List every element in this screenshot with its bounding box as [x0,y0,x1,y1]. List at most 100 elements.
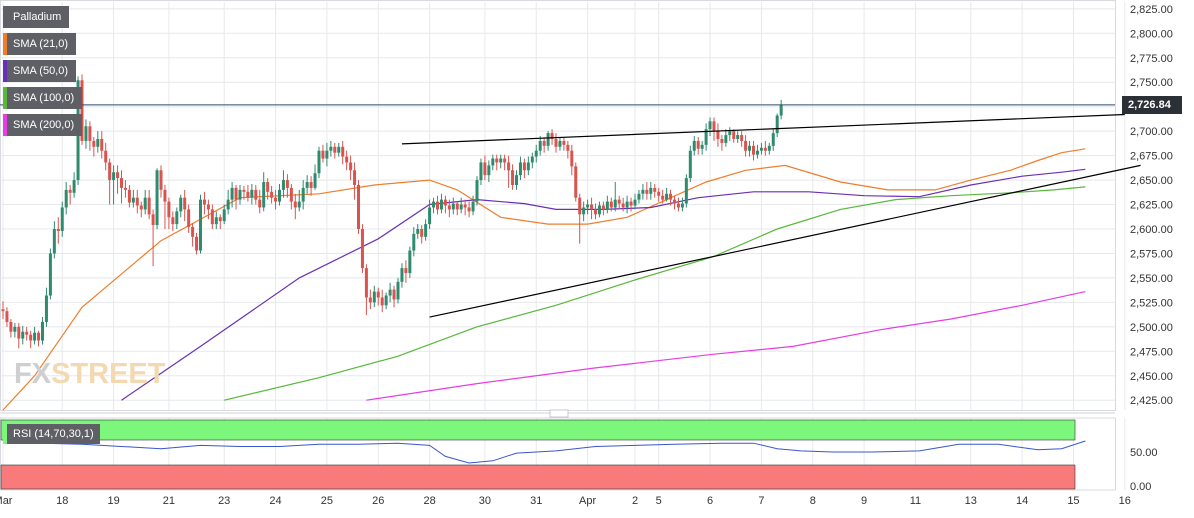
candle-body [108,162,112,181]
candle-body [554,138,558,147]
pane-resize-handle [549,409,569,418]
candle-body [759,147,763,151]
candle-body [163,189,167,202]
candle-body [68,189,72,193]
candle-body [744,140,748,151]
x-tick-label: 9 [861,495,867,507]
y-tick-label: 2,475.00 [1130,346,1173,358]
candle-body [594,209,597,215]
x-tick-label: 21 [163,495,175,507]
candle-body [143,197,147,210]
candle-body [538,140,542,151]
candle-body [37,332,41,341]
fxstreet-watermark: FXSTREET [14,358,165,391]
candle-body [676,203,680,208]
candle-body [740,135,744,141]
candle-body [25,331,29,335]
x-tick-label: 28 [423,495,435,507]
candle-body [633,199,637,206]
candle-body [515,175,518,185]
candle-body [680,203,684,208]
candle-body [578,197,582,215]
candle-body [5,311,9,322]
candle-body [238,189,242,200]
candle-body [364,268,368,298]
candle-body [586,204,590,208]
candle-body [234,187,238,200]
candle-body [96,138,100,147]
candle-body [309,182,313,188]
candle-body [712,121,716,132]
candle-body [673,199,676,204]
legend-item[interactable]: SMA (21,0) [3,33,77,55]
candle-body [424,224,428,237]
y-tick-label: 2,700.00 [1130,126,1173,138]
rsi-overbought-zone [0,419,1076,441]
x-tick-label: 19 [107,495,119,507]
y-tick-label: 2,525.00 [1130,297,1173,309]
candle-body [29,334,33,341]
candle-body [372,291,376,303]
x-tick-label: 18 [56,495,68,507]
candle-body [546,133,550,146]
candle-body [763,147,767,151]
candle-body [779,104,783,116]
candle-body [139,205,143,210]
candle-body [451,203,455,210]
y-tick-label: 2,775.00 [1130,53,1173,65]
candle-body [558,140,562,147]
candle-body [301,187,305,202]
candle-body [692,140,696,151]
candle-body [471,201,475,212]
candle-body [665,193,669,200]
candle-body [684,178,688,204]
candle-body [329,146,333,151]
candle-body [487,165,491,176]
x-tick-label: 16 [1119,495,1131,507]
candle-body [44,295,48,322]
watermark-street: STREET [51,358,166,390]
candle-body [724,135,728,143]
candle-body [657,191,661,196]
candle-body [84,126,88,141]
candle-body [526,162,530,171]
legend-item[interactable]: Palladium [3,6,70,28]
candle-body [48,253,52,296]
candle-body [376,291,380,298]
candle-body [337,146,341,153]
candle-body [60,207,64,231]
candle-body [21,331,25,339]
y-tick-label: 2,550.00 [1130,273,1173,285]
candle-body [262,182,266,208]
legend-item[interactable]: SMA (50,0) [3,60,77,82]
rsi-oversold-zone [0,464,1076,490]
series-line-sma-100-0- [224,186,1086,401]
candle-body [33,332,37,341]
rsi-tick-label: 50.00 [1130,447,1158,459]
series-line-sma-200-0- [366,291,1086,401]
candle-body [92,140,96,147]
candle-body [645,189,649,194]
x-tick-label: 7 [758,495,764,507]
candle-body [116,172,120,179]
legend-item[interactable]: SMA (100,0) [3,87,83,109]
candle-body [771,133,775,146]
candle-body [641,189,645,194]
x-tick-label: Apr [579,495,596,507]
x-tick-label: 6 [707,495,713,507]
candle-body [609,201,613,208]
candle-body [360,228,364,269]
legend-item[interactable]: SMA (200,0) [3,114,83,136]
candle-body [542,140,546,146]
candle-body [254,189,258,200]
candle-body [147,197,151,215]
candle-body [661,195,665,200]
candle-body [230,187,234,200]
candle-body [333,146,337,153]
rsi-legend-label[interactable]: RSI (14,70,30,1) [3,424,100,444]
candle-body [459,204,463,210]
candle-body [270,191,274,198]
candle-body [100,138,104,151]
